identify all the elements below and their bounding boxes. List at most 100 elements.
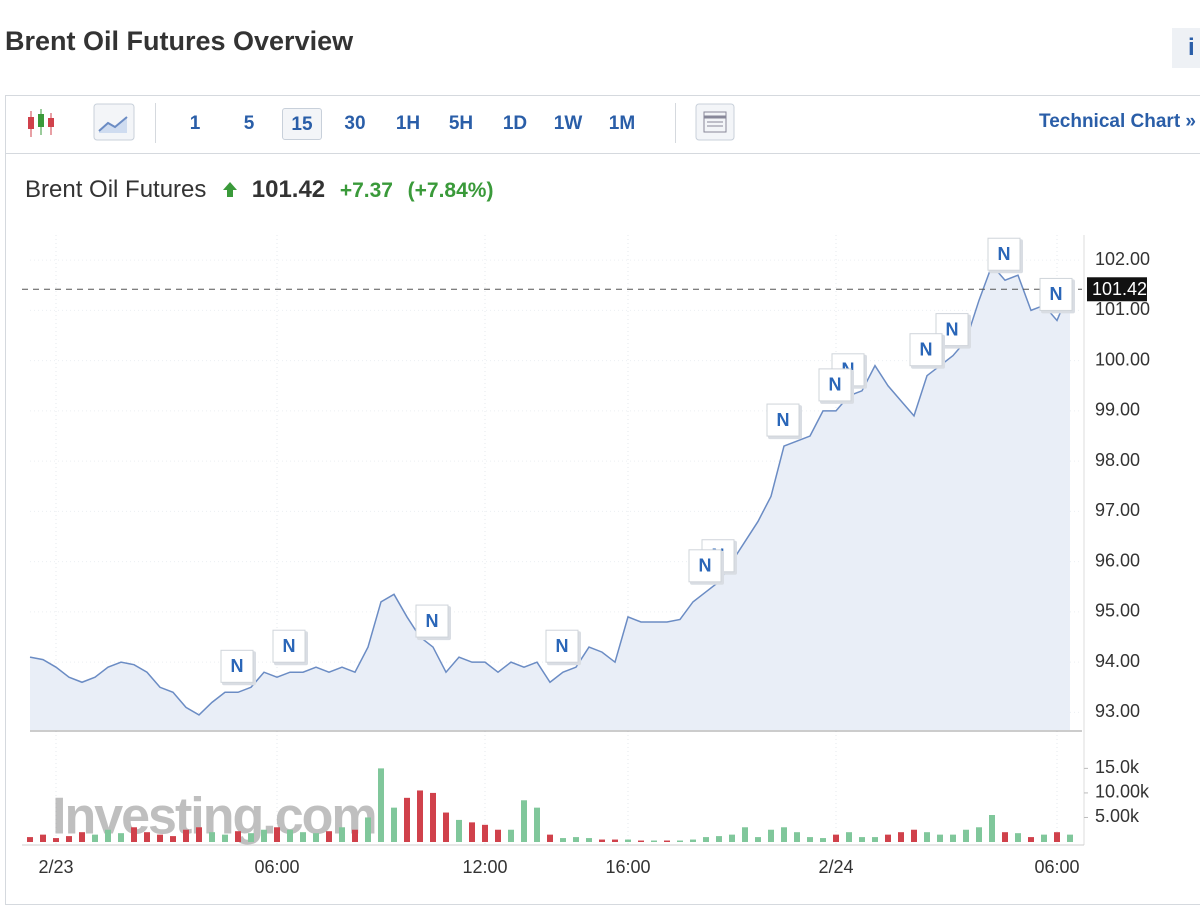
volume-bar <box>170 836 176 842</box>
y-tick-label: 98.00 <box>1095 450 1140 470</box>
instrument-name: Brent Oil Futures <box>25 176 207 203</box>
volume-bar <box>391 807 397 842</box>
news-label: N <box>1050 284 1063 304</box>
news-label: N <box>231 656 244 676</box>
price: 101.42 <box>251 176 326 203</box>
change-percent: (+7.84%) <box>407 179 494 202</box>
news-marker[interactable]: N <box>766 403 802 440</box>
volume-bar <box>300 832 306 842</box>
volume-bar <box>976 827 982 842</box>
volume-bar <box>612 839 618 842</box>
news-box <box>220 649 254 683</box>
interval-button[interactable]: 1 <box>189 113 201 134</box>
interval-button[interactable]: 1W <box>553 113 583 134</box>
volume-bar <box>820 838 826 842</box>
volume-bar <box>989 815 995 842</box>
volume-bar <box>365 817 371 842</box>
x-tick-label: 2/23 <box>38 857 73 877</box>
volume-bar <box>456 819 462 842</box>
y-tick-label: 97.00 <box>1095 500 1140 520</box>
interval-button[interactable]: 1D <box>502 113 528 134</box>
line-icon[interactable] <box>93 103 135 143</box>
volume-bar <box>573 837 579 842</box>
x-tick-label: 06:00 <box>254 857 299 877</box>
volume-bar <box>755 837 761 842</box>
news-label: N <box>556 636 569 656</box>
layout-icon[interactable] <box>695 103 737 143</box>
interval-button[interactable]: 5H <box>448 113 474 134</box>
price-area <box>30 265 1070 730</box>
volume-bar <box>937 834 943 842</box>
news-marker[interactable]: N <box>818 368 854 404</box>
quote: Brent Oil Futures 101.42 +7.37 (+7.84%) <box>25 176 501 204</box>
news-box <box>766 403 800 437</box>
news-label: N <box>283 636 296 656</box>
volume-bar <box>1054 832 1060 842</box>
volume-bar <box>196 827 202 842</box>
news-marker[interactable]: N <box>272 629 308 666</box>
volume-bar <box>417 790 423 842</box>
candle-icon[interactable] <box>23 105 63 145</box>
volume-bar <box>40 834 46 842</box>
news-marker[interactable]: N <box>220 649 256 686</box>
volume-bar <box>469 822 475 842</box>
technical-chart-link[interactable]: Technical Chart » <box>1039 111 1196 132</box>
volume-bar <box>131 827 137 842</box>
news-marker[interactable]: N <box>688 549 724 585</box>
news-marker[interactable]: N <box>1039 277 1075 314</box>
volume-bar <box>339 827 345 842</box>
interval-button[interactable]: 15 <box>282 108 322 140</box>
volume-bar <box>963 829 969 842</box>
news-box <box>987 237 1021 271</box>
volume-bar <box>326 831 332 842</box>
x-tick-label: 16:00 <box>605 857 650 877</box>
volume-bar <box>248 833 254 842</box>
volume-bar <box>898 832 904 842</box>
volume-bar <box>1002 832 1008 842</box>
volume-bar <box>625 839 631 842</box>
price-line <box>29 263 1071 716</box>
news-label: N <box>426 611 439 631</box>
volume-bar <box>1028 837 1034 842</box>
volume-bar <box>859 837 865 842</box>
volume-bar <box>352 829 358 842</box>
interval-button[interactable]: 30 <box>344 113 366 134</box>
last-price-tag <box>1087 277 1147 302</box>
news-label: N <box>946 319 959 339</box>
volume-bar <box>911 829 917 842</box>
y-tick-label: 15.0k <box>1095 757 1140 777</box>
news-marker[interactable]: N <box>415 604 451 641</box>
y-tick-label: 96.00 <box>1095 550 1140 570</box>
separator <box>155 103 156 143</box>
interval-button[interactable]: 5 <box>243 113 255 134</box>
interval-button[interactable]: 1M <box>608 113 636 134</box>
news-marker[interactable]: N <box>909 333 945 369</box>
news-box <box>415 604 449 638</box>
volume-bar <box>781 827 787 842</box>
volume-bar <box>66 836 72 842</box>
news-marker[interactable]: N <box>987 237 1023 274</box>
info-button[interactable]: i <box>1172 28 1200 68</box>
up-arrow <box>223 182 238 197</box>
volume-bar <box>222 834 228 842</box>
news-box <box>1039 277 1073 311</box>
volume-bar <box>872 837 878 842</box>
volume-bar <box>209 832 215 842</box>
volume-bar <box>378 768 384 842</box>
news-marker[interactable]: N <box>545 629 581 666</box>
news-box <box>909 333 943 367</box>
x-tick-label: 06:00 <box>1034 857 1079 877</box>
separator <box>675 103 676 143</box>
interval-button[interactable]: 1H <box>395 113 421 134</box>
volume-bar <box>716 836 722 842</box>
news-box <box>688 549 722 583</box>
y-tick-label: 5.00k <box>1095 806 1140 826</box>
volume-bar <box>287 829 293 842</box>
y-tick-label: 95.00 <box>1095 601 1140 621</box>
news-label: N <box>998 244 1011 264</box>
news-box <box>272 629 306 663</box>
volume-bar <box>1041 834 1047 842</box>
volume-bar <box>638 840 644 842</box>
